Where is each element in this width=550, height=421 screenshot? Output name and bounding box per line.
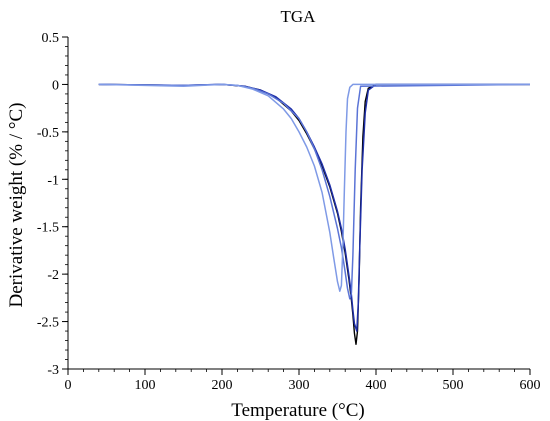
y-tick-label: 0.5: [42, 31, 60, 46]
series-line-3: [98, 83, 531, 300]
y-tick-label: 0: [52, 78, 59, 93]
x-tick-label: 400: [366, 378, 387, 393]
x-tick-label: 300: [289, 378, 310, 393]
series-line-1: [98, 83, 530, 345]
series-layer: [98, 83, 531, 345]
series-line-4: [98, 83, 530, 292]
y-tick-label: -1.5: [37, 221, 59, 236]
y-tick-label: -3: [47, 363, 59, 378]
y-tick-label: -1: [47, 173, 59, 188]
axes-layer: 0 100 200 300 400 500 600 0.5 0 -0.5 -1 -1.5 -2 -2.5 -…: [37, 31, 541, 393]
y-tick-label: -0.5: [37, 126, 59, 141]
x-axis-title: Temperature (°C): [231, 400, 364, 421]
chart-title: TGA: [281, 7, 317, 26]
x-tick-label: 0: [65, 378, 72, 393]
y-tick-label: -2.5: [37, 316, 59, 331]
x-tick-label: 500: [443, 378, 464, 393]
y-axis-title: Derivative weight (% / °C): [6, 103, 27, 308]
series-line-2: [98, 83, 530, 332]
x-tick-label: 100: [135, 378, 156, 393]
x-tick-label: 200: [212, 378, 233, 393]
x-tick-label: 600: [520, 378, 541, 393]
y-tick-label: -2: [47, 268, 59, 283]
